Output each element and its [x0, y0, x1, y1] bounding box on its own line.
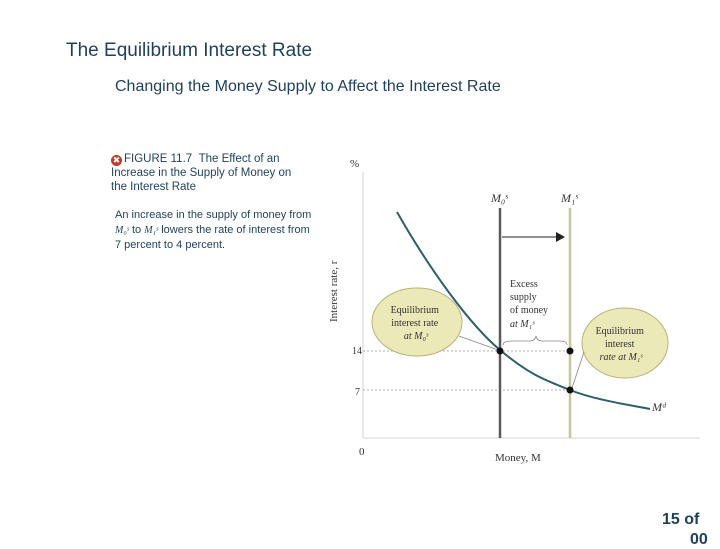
eq1-label: Equilibrium interest rate at M₁ˢ — [596, 326, 647, 363]
page-number: 15 of — [662, 511, 700, 528]
description-part-2: to — [131, 224, 142, 236]
y-axis-label: Interest rate, r — [328, 260, 340, 322]
description-part-1: An increase in the supply of money from — [115, 209, 312, 221]
ms0-label: M₀ˢ — [490, 191, 508, 205]
eq0-pointer — [458, 335, 499, 351]
slide-subtitle: Changing the Money Supply to Affect the … — [115, 78, 501, 95]
eq0-bubble — [371, 287, 463, 357]
excess-point-ms1 — [566, 347, 574, 355]
ms1-label: M₁ˢ — [560, 191, 578, 205]
figure-bullet-icon: ✖ — [111, 155, 122, 166]
figure-caption: ✖ FIGURE 11.7 The Effect of an Increase i… — [111, 152, 301, 194]
eq1-bubble — [581, 307, 669, 379]
y-unit-label: % — [350, 158, 359, 170]
eq1-pointer — [571, 351, 585, 389]
tick-label-7: 7 — [355, 387, 360, 398]
md-label: Mᵈ — [651, 400, 667, 414]
equilibrium-point-ms0 — [496, 347, 504, 355]
eq0-label: Equilibrium interest rate at M₀ˢ — [391, 305, 442, 342]
page-number-overflow: 00 — [690, 531, 708, 548]
x-axis-label: Money, M — [495, 452, 541, 464]
origin-label: 0 — [359, 446, 365, 458]
figure-description: An increase in the supply of money from … — [115, 208, 315, 253]
ms1-symbol: M₁ˢ — [144, 225, 159, 236]
money-demand-curve — [396, 211, 651, 410]
description-part-3: lowers the rate of interest from 7 perce… — [115, 224, 310, 251]
figure-label: FIGURE 11.7 — [124, 153, 193, 165]
excess-supply-brace — [502, 335, 568, 346]
slide-title: The Equilibrium Interest Rate — [66, 40, 313, 61]
tick-label-14: 14 — [352, 346, 362, 357]
figure-caption-text: The Effect of an Increase in the Supply … — [111, 153, 292, 193]
shift-arrow-head — [556, 232, 565, 242]
excess-supply-label: Excess supply of money at M₁ˢ — [510, 279, 551, 330]
ms0-symbol: M₀ˢ — [115, 225, 129, 236]
equilibrium-point-ms1 — [566, 386, 574, 394]
